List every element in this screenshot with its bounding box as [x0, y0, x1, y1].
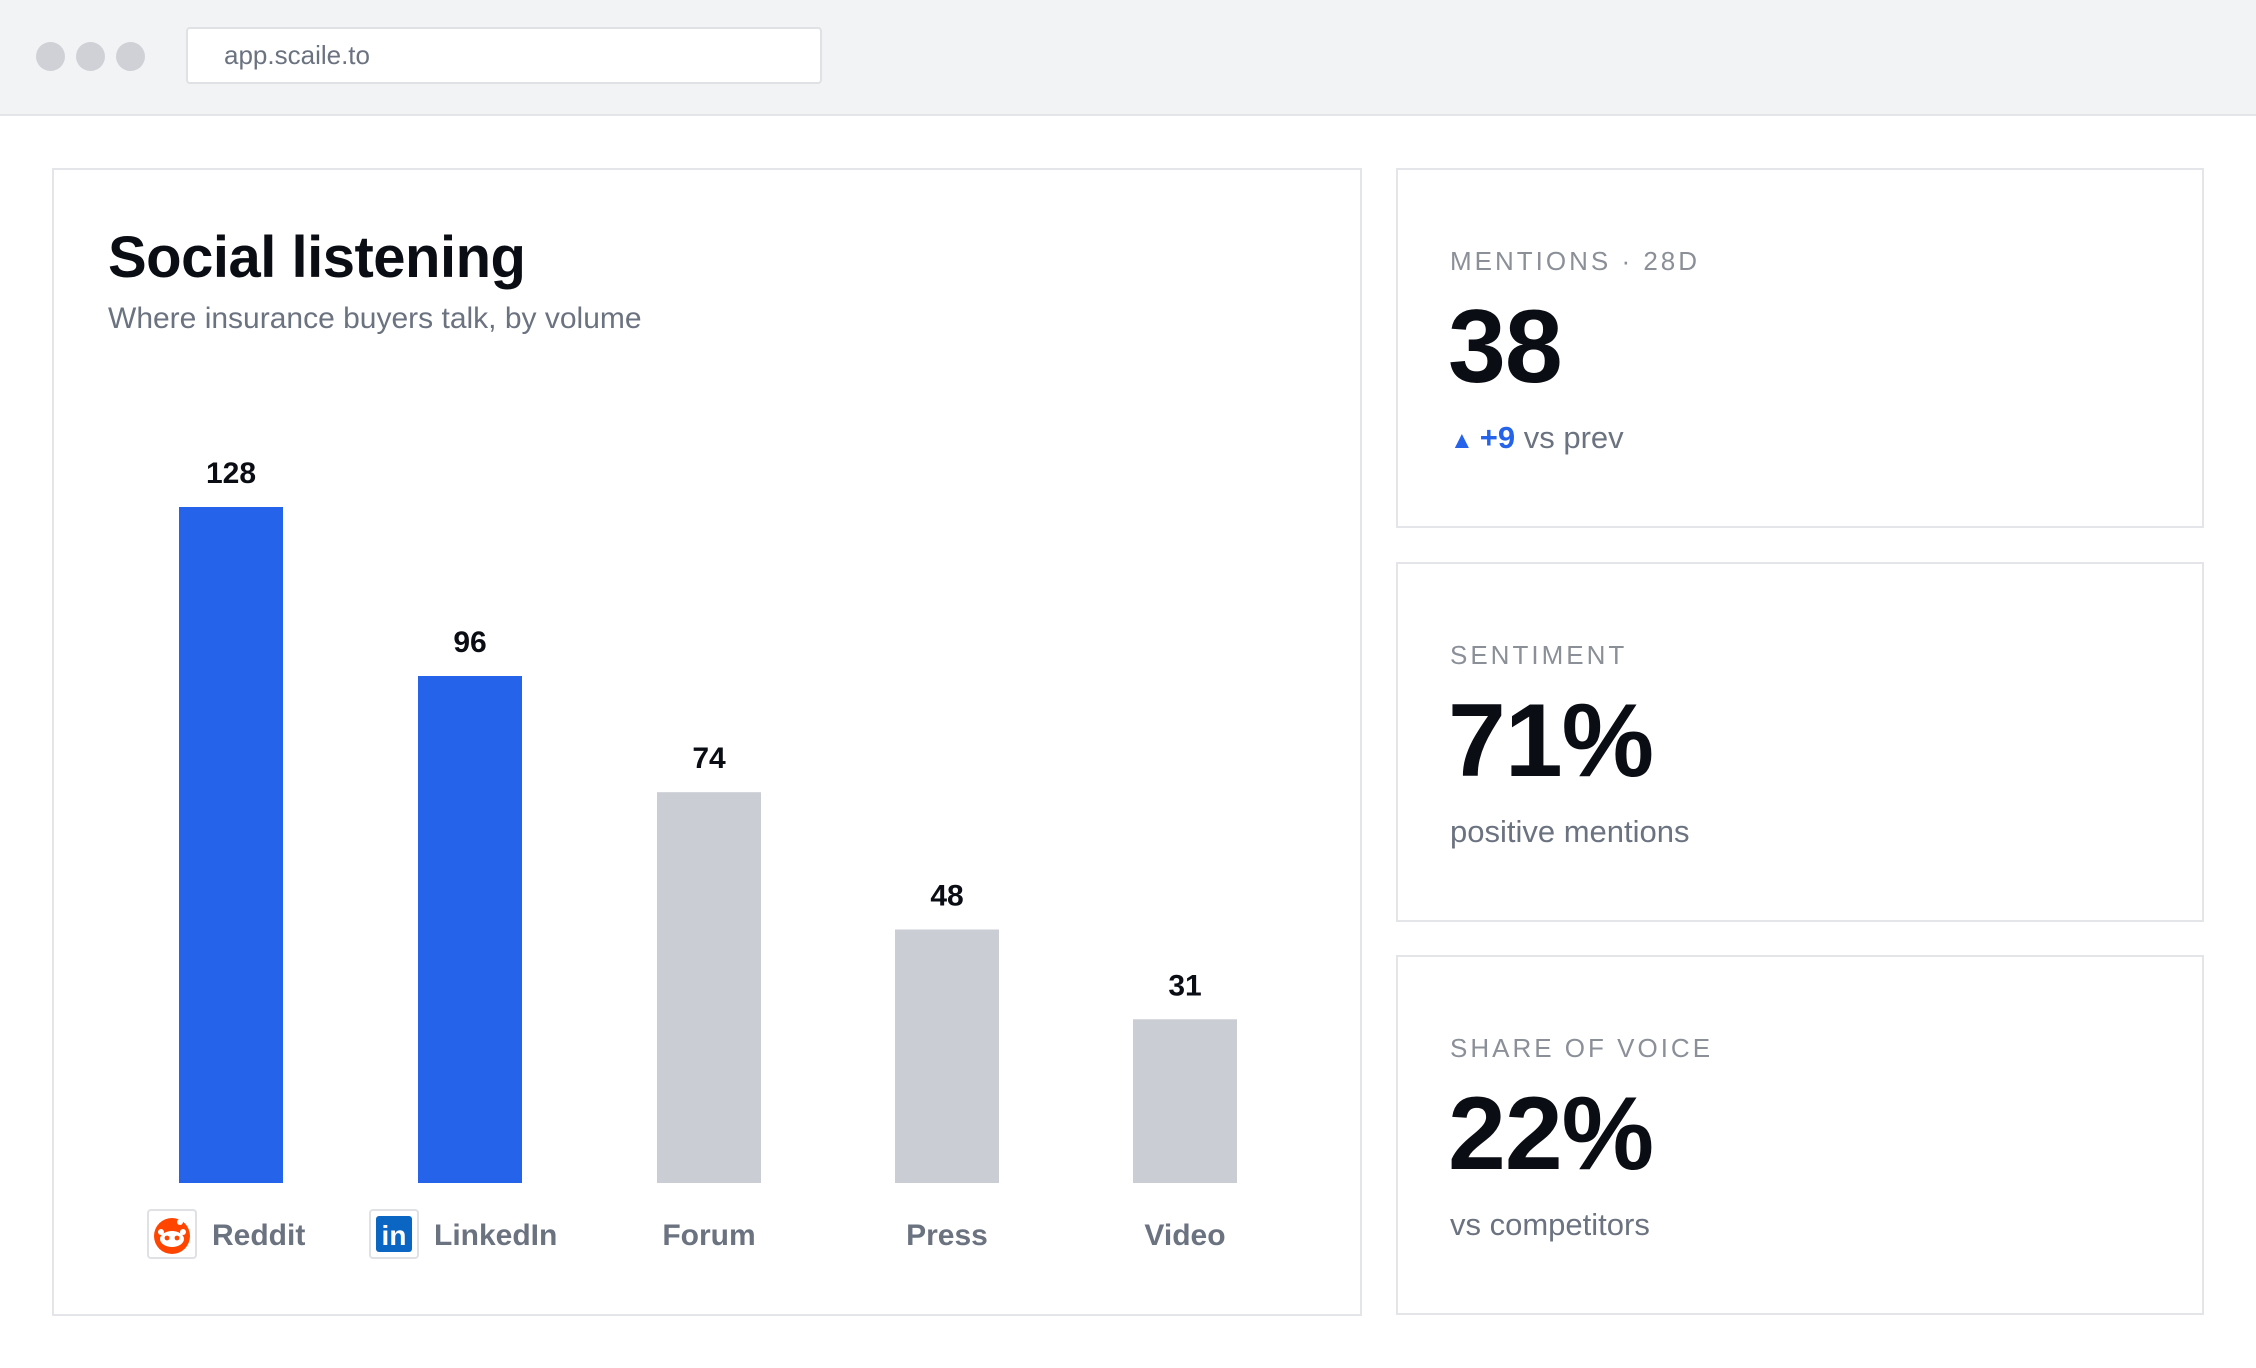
category-label-forum: Forum: [662, 1219, 755, 1252]
bar-linkedin: [418, 676, 522, 1183]
sentiment-label: SENTIMENT: [1450, 640, 1628, 670]
category-label-video: Video: [1144, 1219, 1225, 1252]
category-label-press: Press: [906, 1219, 988, 1252]
social-listening-card: Social listening Where insurance buyers …: [52, 168, 1362, 1316]
sentiment-value: 71%: [1448, 683, 1654, 799]
mentions-card: MENTIONS · 28D 38 ▲ +9 vs prev: [1396, 168, 2204, 528]
share-of-voice-value: 22%: [1448, 1076, 1654, 1192]
data-label-video: 31: [1168, 969, 1201, 1002]
chart-title: Social listening: [108, 225, 526, 290]
mentions-delta: ▲ +9 vs prev: [1450, 420, 1624, 456]
mentions-delta-value: +9: [1479, 420, 1516, 455]
share-of-voice-card: SHARE OF VOICE 22% vs competitors: [1396, 955, 2204, 1315]
address-bar[interactable]: app.scaile.to: [186, 27, 822, 84]
mentions-delta-suffix: vs prev: [1523, 420, 1624, 455]
reddit-icon: [154, 1218, 190, 1254]
window-close-dot[interactable]: [36, 42, 65, 71]
linkedin-icon: in: [376, 1216, 412, 1252]
window-minimize-dot[interactable]: [76, 42, 105, 71]
share-of-voice-label: SHARE OF VOICE: [1450, 1033, 1714, 1063]
chart-subtitle: Where insurance buyers talk, by volume: [108, 302, 642, 335]
sentiment-footnote: positive mentions: [1450, 814, 1690, 849]
bar-reddit: [179, 507, 283, 1183]
share-of-voice-footnote: vs competitors: [1450, 1207, 1650, 1242]
bar-forum: [657, 792, 761, 1183]
mentions-label: MENTIONS · 28D: [1450, 246, 1701, 276]
category-label-linkedin: LinkedIn: [434, 1219, 557, 1252]
category-label-reddit: Reddit: [212, 1219, 305, 1252]
window-maximize-dot[interactable]: [116, 42, 145, 71]
mentions-value: 38: [1448, 289, 1563, 405]
bar-press: [895, 929, 999, 1183]
svg-text:in: in: [382, 1220, 407, 1251]
data-label-forum: 74: [692, 742, 726, 775]
browser-chrome: app.scaile.to: [0, 0, 2256, 116]
data-label-press: 48: [930, 880, 963, 913]
triangle-up-icon: ▲: [1450, 427, 1474, 454]
bar-video: [1133, 1019, 1237, 1183]
data-label-reddit: 128: [206, 457, 256, 490]
sentiment-card: SENTIMENT 71% positive mentions: [1396, 562, 2204, 922]
bar-chart: 128 Reddit 96 in LinkedIn 74 Forum 48 Press 31 Vid…: [147, 457, 1237, 1259]
data-label-linkedin: 96: [453, 626, 486, 659]
